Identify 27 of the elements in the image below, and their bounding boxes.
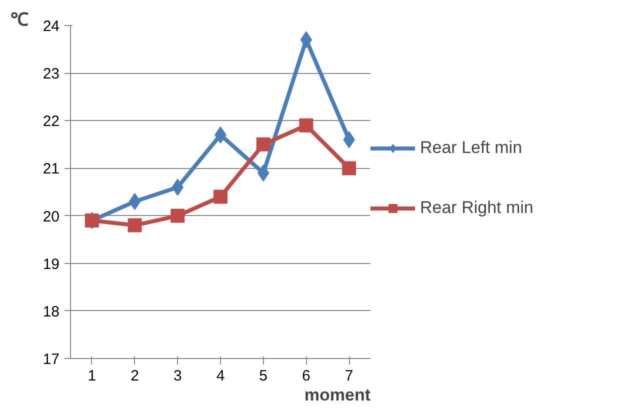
y-tick-label: 20 bbox=[42, 208, 60, 226]
x-tick-label: 5 bbox=[259, 368, 268, 384]
y-tick-label: 22 bbox=[42, 113, 60, 130]
x-tick-label: 2 bbox=[130, 368, 139, 384]
point bbox=[214, 190, 228, 204]
x-axis-title: moment bbox=[304, 386, 371, 404]
y-tick-label: 19 bbox=[42, 256, 60, 273]
x-tick-label: 3 bbox=[173, 368, 182, 384]
point bbox=[300, 31, 312, 48]
x-tick-label: 7 bbox=[344, 368, 354, 384]
point bbox=[170, 208, 185, 223]
point bbox=[128, 218, 142, 232]
point bbox=[256, 137, 270, 152]
y-axis-title: ℃ bbox=[10, 10, 28, 30]
legend-label: Rear Right min bbox=[420, 198, 534, 218]
legend-label: Rear Left min bbox=[420, 138, 522, 158]
y-tick-label: 18 bbox=[42, 303, 60, 320]
y-tick-label: 24 bbox=[42, 18, 60, 35]
point bbox=[299, 118, 314, 132]
y-tick-label: 17 bbox=[42, 351, 60, 368]
x-tick-label: 4 bbox=[216, 368, 225, 384]
y-tick-label: 23 bbox=[42, 66, 60, 83]
point bbox=[342, 161, 356, 176]
y-tick-label: 21 bbox=[42, 160, 60, 178]
point bbox=[128, 193, 141, 210]
x-tick-label: 1 bbox=[88, 368, 96, 384]
x-tick-label: 6 bbox=[302, 368, 310, 384]
